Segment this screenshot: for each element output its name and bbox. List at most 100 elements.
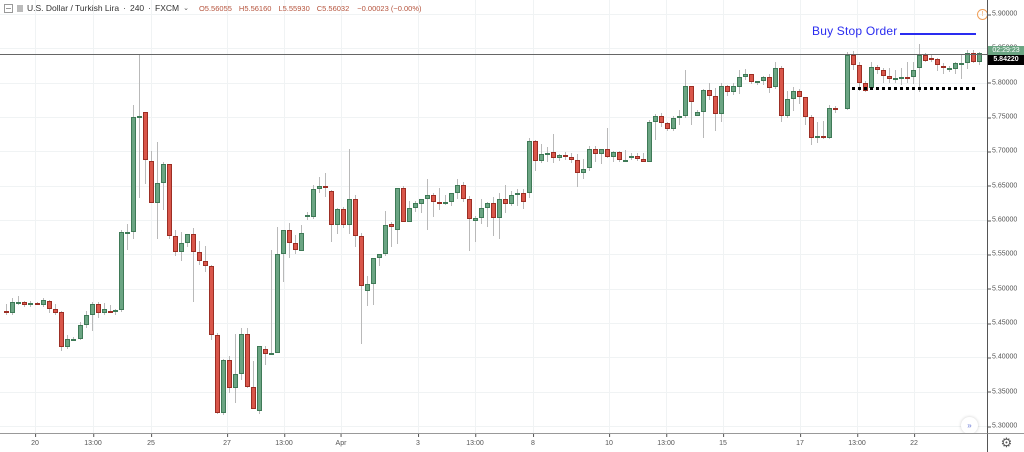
bearish-candle[interactable] [173,236,178,253]
bearish-candle[interactable] [108,310,113,314]
bullish-candle[interactable] [239,333,244,374]
bearish-candle[interactable] [59,312,64,348]
bullish-candle[interactable] [10,302,15,313]
bearish-candle[interactable] [833,108,838,111]
bearish-candle[interactable] [569,156,574,160]
bullish-candle[interactable] [221,360,226,413]
symbol-name[interactable]: U.S. Dollar / Turkish Lira [27,3,120,13]
bullish-candle[interactable] [791,90,796,100]
bullish-candle[interactable] [137,115,142,118]
bullish-candle[interactable] [893,77,898,80]
bullish-candle[interactable] [455,184,460,193]
bearish-candle[interactable] [713,95,718,115]
bearish-candle[interactable] [863,82,868,91]
bearish-candle[interactable] [941,65,946,69]
bullish-candle[interactable] [959,62,964,65]
bearish-candle[interactable] [503,198,508,204]
bullish-candle[interactable] [90,303,95,315]
bullish-candle[interactable] [185,233,190,244]
bullish-candle[interactable] [743,74,748,78]
bearish-candle[interactable] [605,149,610,157]
alert-icon[interactable]: ! [977,9,987,20]
bullish-candle[interactable] [497,198,502,218]
bullish-candle[interactable] [113,309,118,312]
scroll-to-realtime-button[interactable]: » [961,417,978,433]
chevron-down-icon[interactable]: ⌄ [183,5,189,12]
bullish-candle[interactable] [233,373,238,389]
buy-stop-label-line[interactable] [900,32,976,35]
bearish-candle[interactable] [47,301,52,309]
bearish-candle[interactable] [287,229,292,243]
bullish-candle[interactable] [671,118,676,129]
bearish-candle[interactable] [323,186,328,189]
bullish-candle[interactable] [545,152,550,155]
bullish-candle[interactable] [395,188,400,231]
bullish-candle[interactable] [335,209,340,225]
bullish-candle[interactable] [815,136,820,139]
bullish-candle[interactable] [84,314,89,326]
bullish-candle[interactable] [527,141,532,193]
settings-gear-icon[interactable]: ⚙ [987,433,1024,452]
bullish-candle[interactable] [683,86,688,116]
bullish-candle[interactable] [299,233,304,251]
time-axis[interactable]: 20 13:00 25 27 13:00 Apr 3 13:00 8 10 13:00 15 17 13:… [0,433,987,452]
bearish-candle[interactable] [593,148,598,155]
bearish-candle[interactable] [857,64,862,83]
bearish-candle[interactable] [665,123,670,130]
bullish-candle[interactable] [965,53,970,63]
interval[interactable]: 240 [129,3,145,13]
bullish-candle[interactable] [155,182,160,203]
buy-stop-order-label[interactable]: Buy Stop Order [812,24,898,38]
bearish-candle[interactable] [803,97,808,117]
bullish-candle[interactable] [773,67,778,87]
bearish-candle[interactable] [929,57,934,60]
bearish-candle[interactable] [551,152,556,159]
bearish-candle[interactable] [96,303,101,313]
bearish-candle[interactable] [53,308,58,313]
bearish-candle[interactable] [935,59,940,66]
bullish-candle[interactable] [869,66,874,89]
bearish-candle[interactable] [725,86,730,93]
bullish-candle[interactable] [347,198,352,225]
bearish-candle[interactable] [575,159,580,174]
bullish-candle[interactable] [161,164,166,183]
bullish-candle[interactable] [611,152,616,157]
bullish-candle[interactable] [317,186,322,190]
bullish-candle[interactable] [761,77,766,82]
bullish-candle[interactable] [131,117,136,233]
bearish-candle[interactable] [197,252,202,261]
bullish-candle[interactable] [653,115,658,123]
bullish-candle[interactable] [71,338,76,341]
bullish-candle[interactable] [701,89,706,113]
bearish-candle[interactable] [149,160,154,203]
bullish-candle[interactable] [515,192,520,196]
bullish-candle[interactable] [65,338,70,348]
bearish-candle[interactable] [341,209,346,225]
bullish-candle[interactable] [629,156,634,159]
bearish-candle[interactable] [875,66,880,71]
bearish-candle[interactable] [191,233,196,253]
bearish-candle[interactable] [887,75,892,80]
bullish-candle[interactable] [737,77,742,88]
bullish-candle[interactable] [473,217,478,222]
bullish-candle[interactable] [785,99,790,116]
bullish-candle[interactable] [719,86,724,115]
bearish-candle[interactable] [809,117,814,138]
bullish-candle[interactable] [102,308,107,313]
bullish-candle[interactable] [281,229,286,254]
bearish-candle[interactable] [167,164,172,236]
bullish-candle[interactable] [41,300,46,306]
bullish-candle[interactable] [947,68,952,71]
bullish-candle[interactable] [917,54,922,68]
bullish-candle[interactable] [845,55,850,109]
bullish-candle[interactable] [953,63,958,69]
bullish-candle[interactable] [377,254,382,258]
bearish-candle[interactable] [251,386,256,409]
bearish-candle[interactable] [905,77,910,80]
bullish-candle[interactable] [587,148,592,169]
bullish-candle[interactable] [407,208,412,223]
bullish-candle[interactable] [443,202,448,205]
bearish-candle[interactable] [461,184,466,199]
bullish-candle[interactable] [695,112,700,116]
buy-stop-dotted-line[interactable] [852,86,975,90]
